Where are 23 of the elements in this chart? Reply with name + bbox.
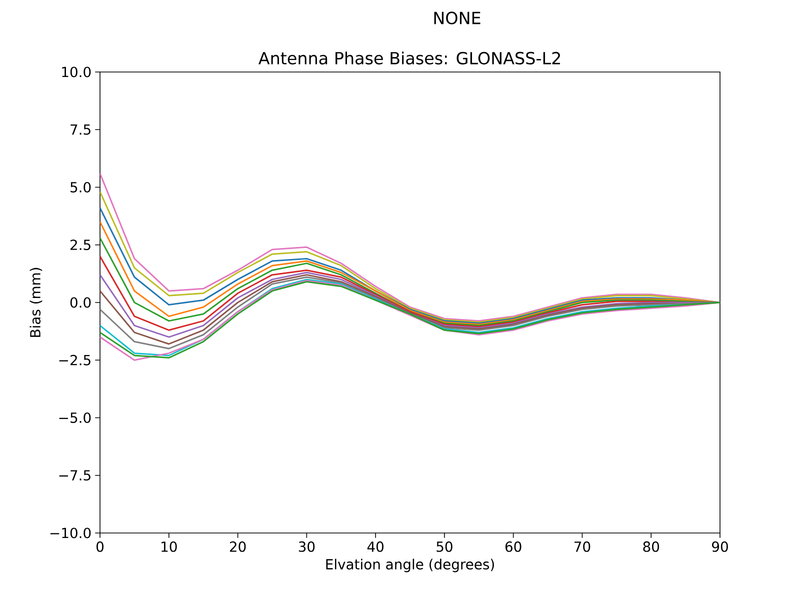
y-tick-label: 0.0 — [70, 297, 91, 308]
x-tick-label: 0 — [96, 541, 104, 552]
x-tick-label: 70 — [574, 541, 590, 552]
x-tick-label: 40 — [367, 541, 384, 552]
x-tick-label: 80 — [643, 541, 660, 552]
y-tick-label: −10.0 — [50, 528, 91, 538]
y-tick-label: 10.0 — [62, 66, 91, 78]
y-axis-title: Bias (mm) — [30, 268, 42, 337]
x-axis-title: Elvation angle (degrees) — [326, 558, 494, 572]
y-tick-label: 2.5 — [70, 240, 90, 250]
x-tick-label: 90 — [712, 541, 728, 552]
chart-title: NONE — [434, 12, 480, 24]
x-tick-label: 10 — [162, 541, 177, 552]
y-tick-label: 5.0 — [70, 182, 91, 192]
x-tick-label: 60 — [505, 541, 522, 552]
x-tick-label: 50 — [436, 541, 452, 552]
x-tick-label: 30 — [298, 541, 315, 552]
y-tick-label: −5.0 — [59, 412, 91, 423]
y-tick-label: −2.5 — [59, 354, 90, 366]
chart-subtitle: Antenna Phase Biases: GLONASS-L2 — [258, 52, 560, 64]
y-tick-label: −7.5 — [59, 470, 90, 481]
x-tick-label: 20 — [230, 541, 246, 552]
y-tick-label: 7.5 — [70, 124, 90, 135]
